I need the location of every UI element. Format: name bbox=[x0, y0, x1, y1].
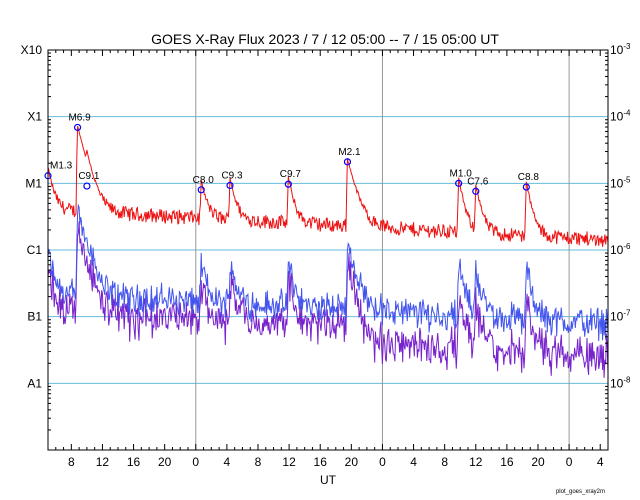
flare-marker bbox=[472, 187, 480, 195]
x-tick-label: 16 bbox=[127, 455, 141, 469]
y-right-label: 10-6 bbox=[610, 242, 631, 257]
x-tick-label: 0 bbox=[566, 455, 573, 469]
y-class-labels: X10 X1 M1 C1 B1 A1 bbox=[21, 43, 43, 390]
y-right-label: 10-8 bbox=[610, 375, 631, 390]
x-tick-label: 12 bbox=[282, 455, 296, 469]
y-class-label: A1 bbox=[27, 376, 42, 390]
flare-marker bbox=[226, 181, 234, 190]
x-tick-label: 4 bbox=[410, 455, 417, 469]
y-right-label: 10-7 bbox=[610, 309, 631, 324]
flare-label: M2.1 bbox=[338, 147, 361, 158]
x-axis-label: UT bbox=[320, 473, 337, 487]
y-right-label: 10-4 bbox=[610, 109, 631, 124]
flare-marker bbox=[73, 123, 82, 132]
footer-label: plot_goes_xray2m bbox=[556, 489, 605, 495]
x-tick-label: 0 bbox=[192, 455, 199, 469]
x-tick-label: 4 bbox=[597, 455, 604, 469]
flare-marker bbox=[455, 179, 463, 187]
flare-label: M1.0 bbox=[450, 168, 473, 179]
axis-ticks bbox=[47, 50, 609, 450]
flare-marker bbox=[343, 158, 352, 166]
x-tick-label: 8 bbox=[68, 455, 75, 469]
flare-marker bbox=[83, 182, 91, 190]
y-class-label: C1 bbox=[27, 243, 43, 257]
y-right-labels: 10-3 10-4 10-5 10-6 10-7 10-8 bbox=[610, 42, 631, 390]
x-tick-label: 20 bbox=[531, 455, 545, 469]
flare-label: C8.8 bbox=[518, 172, 540, 183]
x-tick-label: 12 bbox=[96, 455, 110, 469]
short-channel-secondary-line bbox=[47, 221, 609, 378]
long-channel-line bbox=[47, 126, 609, 247]
x-tick-label: 12 bbox=[469, 455, 483, 469]
flare-label: C9.3 bbox=[221, 170, 243, 181]
flare-label: M6.9 bbox=[68, 112, 91, 123]
flare-annotations: M1.3 M6.9 C9.1 C8.0 C9.3 C9.7 M2.1 M1.0C7.6 C8.8 bbox=[44, 112, 540, 195]
x-tick-label: 0 bbox=[379, 455, 386, 469]
y-class-label: B1 bbox=[27, 310, 42, 324]
x-tick-label: 8 bbox=[255, 455, 262, 469]
day-boundary-lines bbox=[195, 50, 570, 450]
flare-label: C8.0 bbox=[193, 175, 215, 186]
short-channel-line bbox=[47, 203, 609, 342]
x-tick-label: 4 bbox=[224, 455, 231, 469]
y-class-label: M1 bbox=[25, 176, 42, 190]
x-tick-label: 20 bbox=[345, 455, 359, 469]
grid-lines bbox=[48, 116, 608, 384]
y-right-label: 10-3 bbox=[610, 42, 631, 57]
y-right-label: 10-5 bbox=[610, 175, 631, 190]
flare-marker bbox=[197, 186, 205, 194]
x-tick-label: 16 bbox=[314, 455, 328, 469]
flux-series bbox=[47, 126, 609, 378]
y-class-label: X1 bbox=[27, 110, 42, 124]
chart-title: GOES X-Ray Flux 2023 / 7 / 12 05:00 -- 7… bbox=[151, 31, 499, 47]
x-tick-label: 20 bbox=[158, 455, 172, 469]
flare-marker bbox=[284, 180, 292, 188]
flare-label: C9.1 bbox=[78, 171, 100, 182]
y-class-label: X10 bbox=[21, 43, 43, 57]
flare-label: C7.6 bbox=[467, 176, 489, 187]
x-tick-labels: 8 12 16 20 0 4 8 12 16 20 0 4 8 12 16 20 0 4 bbox=[68, 455, 604, 469]
flare-label: M1.3 bbox=[50, 161, 73, 172]
x-tick-label: 16 bbox=[500, 455, 514, 469]
x-tick-label: 8 bbox=[441, 455, 448, 469]
flare-marker bbox=[522, 183, 530, 191]
flare-label: C9.7 bbox=[280, 169, 302, 180]
